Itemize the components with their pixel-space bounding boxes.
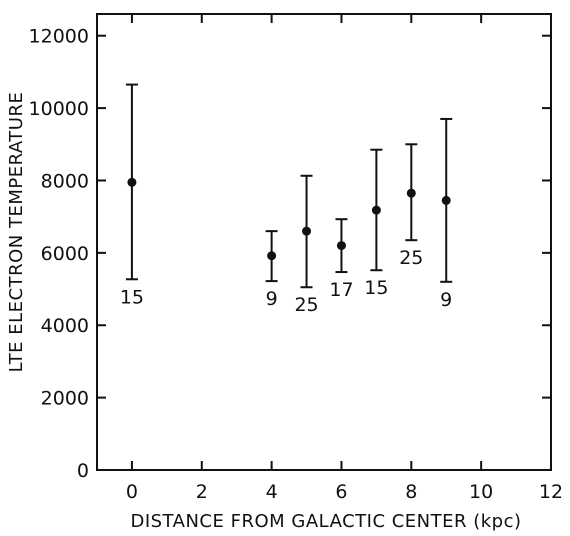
sample-count-label: 15 [364, 277, 388, 299]
data-point-group: 17 [329, 218, 354, 301]
data-marks: 15 9 25 17 15 25 9 [120, 83, 452, 316]
y-tick-label: 2000 [41, 388, 89, 410]
x-axis-label: DISTANCE FROM GALACTIC CENTER (kpc) [130, 511, 521, 532]
data-point [302, 226, 312, 236]
y-tick-label: 12000 [29, 26, 89, 48]
sample-count-label: 25 [399, 247, 423, 269]
y-tick-label: 4000 [41, 315, 89, 337]
y-tick-label: 6000 [41, 243, 89, 265]
data-point-group: 25 [294, 174, 319, 316]
x-tick-label: 0 [126, 481, 138, 503]
data-point-group: 9 [266, 230, 278, 310]
data-point-group: 15 [120, 83, 144, 308]
data-point [406, 188, 416, 198]
sample-count-label: 9 [440, 289, 452, 311]
data-point [336, 241, 346, 251]
sample-count-label: 25 [294, 294, 318, 316]
sample-count-label: 9 [266, 288, 278, 310]
y-tick-label: 0 [77, 460, 89, 482]
y-tick-label: 8000 [41, 170, 89, 192]
x-tick-label: 2 [196, 481, 208, 503]
data-point [267, 251, 277, 261]
x-tick-label: 4 [266, 481, 278, 503]
x-tick-label: 6 [335, 481, 347, 503]
y-tick-label: 10000 [29, 98, 89, 120]
plot-frame [96, 13, 552, 471]
data-point-group: 25 [399, 143, 423, 269]
y-axis-label: LTE ELECTRON TEMPERATURE [6, 92, 27, 373]
sample-count-label: 17 [329, 279, 353, 301]
data-point [441, 195, 451, 205]
data-point [127, 177, 137, 187]
x-tick-label: 12 [539, 481, 563, 503]
sample-count-label: 15 [120, 286, 144, 308]
x-axis-ticks: 0 2 4 6 8 10 12 [126, 14, 563, 503]
data-point-group: 15 [364, 148, 388, 299]
y-axis-ticks: 0 2000 4000 6000 8000 10000 12000 [29, 26, 551, 482]
x-tick-label: 10 [469, 481, 493, 503]
x-tick-label: 8 [405, 481, 417, 503]
data-point-group: 9 [440, 117, 452, 311]
data-point [371, 205, 381, 215]
